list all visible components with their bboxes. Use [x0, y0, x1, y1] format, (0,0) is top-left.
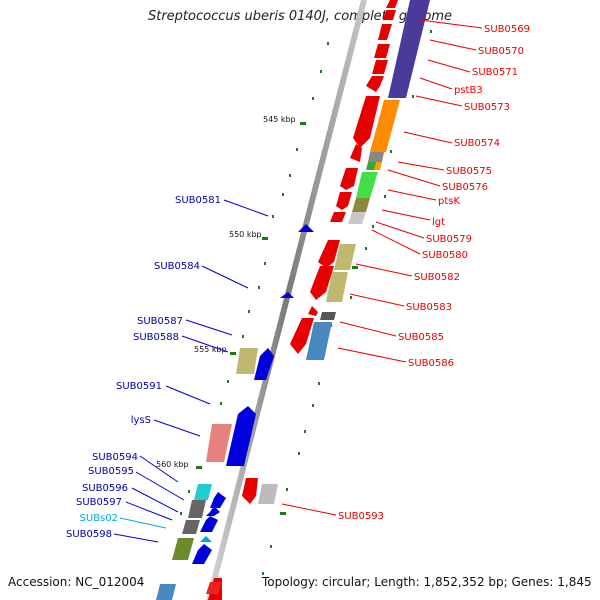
gene-box — [370, 100, 400, 152]
gene-arrow — [353, 96, 380, 148]
gene-arrow — [242, 478, 258, 504]
gene-box — [326, 272, 348, 302]
gene-box — [352, 198, 370, 212]
gene-box — [306, 322, 332, 360]
gene-label: SUB0584 — [154, 261, 200, 272]
gene-label: SUB0596 — [82, 483, 128, 494]
gene-box — [388, 0, 430, 98]
gene-arrow — [200, 516, 218, 532]
gene-arrow — [226, 406, 256, 466]
gene-box — [172, 538, 194, 560]
genome-summary-text: Topology: circular; Length: 1,852,352 bp… — [262, 575, 592, 589]
gene-box — [156, 584, 176, 600]
gene-label: SUB0573 — [464, 102, 510, 113]
gene-label: SUB0582 — [414, 272, 460, 283]
gene-box — [356, 172, 378, 198]
gene-box — [206, 424, 232, 462]
gene-arrow — [366, 76, 384, 92]
gene-arrow — [350, 144, 362, 162]
map-title: Streptococcus uberis 0140J, complete gen… — [147, 9, 453, 24]
reverse-leaders — [113, 199, 269, 543]
tick-marks-left — [180, 42, 329, 515]
kbp-tick-label: 555 kbp — [194, 345, 227, 354]
gene-arrow — [210, 492, 226, 508]
forward-leaders — [281, 19, 483, 516]
gene-box — [320, 312, 336, 320]
rna-gene-arrow — [200, 536, 212, 542]
gene-arrow — [318, 240, 340, 268]
gene-arrow — [290, 318, 314, 354]
gene-arrow — [374, 44, 390, 58]
reverse-label-group: SUB0581 SUB0584 SUB0587 SUB0588 SUB0591 … — [66, 195, 221, 540]
gene-label: SUB0570 — [478, 46, 524, 57]
gene-arrow — [206, 506, 220, 516]
gene-label: SUB0587 — [137, 316, 183, 327]
forward-genes — [208, 0, 398, 600]
gene-label: SUB0594 — [92, 452, 138, 463]
gene-label: ptsK — [438, 196, 460, 207]
gene-label: pstB3 — [454, 85, 483, 96]
gene-label: SUB0576 — [442, 182, 488, 193]
gene-arrow — [280, 292, 294, 298]
gene-arrow — [386, 0, 398, 8]
gene-box — [194, 484, 212, 500]
gene-label: SUB0569 — [484, 24, 530, 35]
reverse-cog-boxes — [156, 348, 258, 600]
gene-box — [258, 484, 278, 504]
gene-label: SUB0598 — [66, 529, 112, 540]
gene-label: SUB0579 — [426, 234, 472, 245]
gene-arrow — [330, 212, 346, 222]
gene-label: lgt — [432, 217, 445, 228]
gene-label: lysS — [131, 415, 151, 426]
genome-backbone — [206, 0, 367, 600]
gene-label: SUB0571 — [472, 67, 518, 78]
gene-arrow — [310, 266, 334, 300]
gene-label: SUB0595 — [88, 466, 134, 477]
gene-arrow — [340, 168, 358, 190]
gene-arrow — [308, 306, 318, 316]
gene-label: SUB0593 — [338, 511, 384, 522]
gene-arrow — [254, 348, 274, 380]
gene-box — [348, 212, 366, 224]
forward-label-group: SUB0569 SUB0570 SUB0571 pstB3 SUB0573 SU… — [338, 24, 530, 522]
gene-box — [374, 162, 382, 170]
gene-label: SUB0591 — [116, 381, 162, 392]
gene-box — [188, 500, 206, 518]
gene-label: SUB0597 — [76, 497, 122, 508]
gene-arrow — [336, 192, 352, 210]
gene-label: SUB0581 — [175, 195, 221, 206]
gene-label: SUB0575 — [446, 166, 492, 177]
kbp-tick-label: 545 kbp — [263, 115, 296, 124]
gene-box — [368, 152, 384, 162]
kbp-tick-label: 550 kbp — [229, 230, 262, 239]
gene-arrow — [192, 544, 212, 564]
gene-label: SUB0586 — [408, 358, 454, 369]
rna-leader — [119, 517, 167, 529]
kbp-tick-label: 560 kbp — [156, 460, 189, 469]
gene-arrow — [298, 224, 314, 232]
forward-cog-boxes — [206, 0, 430, 594]
accession-text: Accession: NC_012004 — [8, 575, 145, 589]
gene-label: SUB0583 — [406, 302, 452, 313]
gene-label: SUB0585 — [398, 332, 444, 343]
gene-label: SUBs02 — [80, 513, 118, 524]
gene-box — [236, 348, 258, 374]
gene-box — [182, 520, 200, 534]
gene-label: SUB0580 — [422, 250, 468, 261]
gene-arrow — [378, 24, 392, 40]
gene-box — [206, 582, 222, 594]
gene-label: SUB0588 — [133, 332, 179, 343]
gene-box — [334, 244, 356, 270]
gene-label: SUB0574 — [454, 138, 500, 149]
gene-arrow — [372, 60, 388, 74]
gene-arrow — [383, 10, 396, 20]
reverse-genes — [192, 224, 314, 564]
